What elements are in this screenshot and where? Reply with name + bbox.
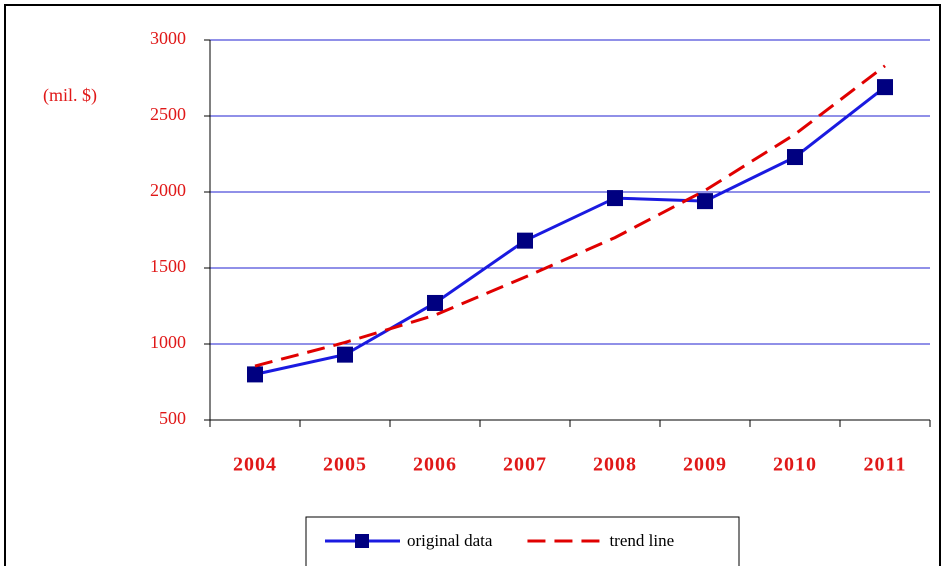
- y-tick-label: 1500: [150, 256, 186, 276]
- x-tick-label: 2006: [413, 454, 457, 476]
- y-tick-label: 1000: [150, 332, 186, 352]
- data-marker: [607, 190, 623, 207]
- legend: original data trend line: [305, 516, 740, 566]
- y-unit-label: (mil. $): [43, 85, 97, 106]
- data-marker: [877, 79, 893, 96]
- legend-label: original data: [407, 531, 493, 550]
- data-marker: [337, 346, 353, 363]
- y-tick-label: 3000: [150, 28, 186, 48]
- x-tick-label: 2008: [593, 454, 637, 476]
- data-marker: [697, 193, 713, 210]
- data-marker: [427, 294, 443, 311]
- y-tick-label: 2000: [150, 180, 186, 200]
- data-marker: [517, 232, 533, 249]
- data-marker: [787, 149, 803, 166]
- legend-label: trend line: [609, 531, 674, 550]
- series-line: [254, 85, 886, 376]
- series-line: [254, 64, 886, 368]
- data-marker: [247, 366, 263, 383]
- x-tick-label: 2011: [864, 454, 907, 476]
- chart-frame: [4, 4, 941, 566]
- y-tick-label: 500: [159, 408, 186, 428]
- x-tick-label: 2004: [233, 454, 277, 476]
- x-tick-label: 2010: [773, 454, 817, 476]
- x-tick-label: 2009: [683, 454, 727, 476]
- legend-marker: [355, 534, 369, 548]
- x-tick-label: 2007: [503, 454, 547, 476]
- y-tick-label: 2500: [150, 104, 186, 124]
- x-tick-label: 2005: [323, 454, 367, 476]
